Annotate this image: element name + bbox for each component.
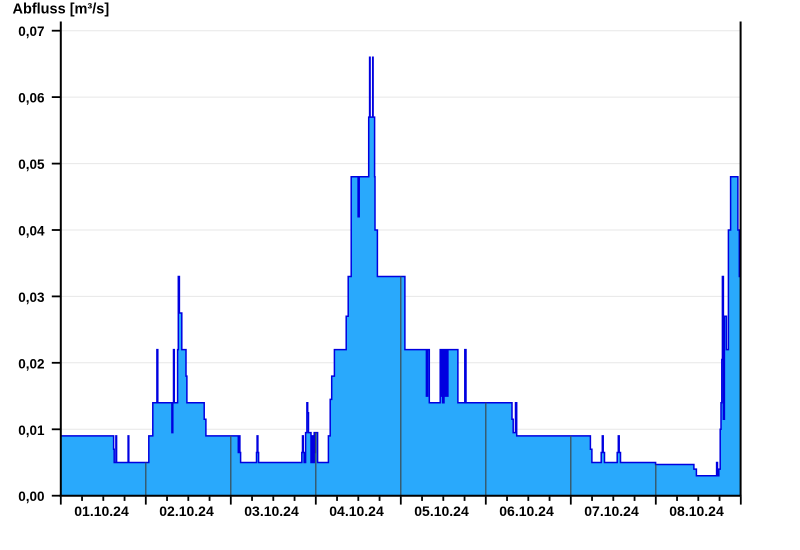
svg-text:04.10.24: 04.10.24: [329, 503, 384, 519]
svg-text:02.10.24: 02.10.24: [159, 503, 214, 519]
svg-text:0,00: 0,00: [18, 489, 44, 504]
svg-text:0,05: 0,05: [18, 157, 45, 172]
svg-text:Abfluss [m³/s]: Abfluss [m³/s]: [13, 2, 110, 18]
svg-text:03.10.24: 03.10.24: [244, 503, 299, 519]
svg-text:0,03: 0,03: [18, 290, 45, 305]
svg-text:07.10.24: 07.10.24: [584, 503, 639, 519]
svg-text:0,01: 0,01: [18, 423, 45, 438]
svg-text:05.10.24: 05.10.24: [414, 503, 469, 519]
svg-text:06.10.24: 06.10.24: [499, 503, 554, 519]
svg-text:0,07: 0,07: [18, 24, 44, 39]
svg-text:01.10.24: 01.10.24: [74, 503, 129, 519]
svg-text:08.10.24: 08.10.24: [669, 503, 724, 519]
svg-text:0,02: 0,02: [18, 356, 44, 371]
svg-text:0,04: 0,04: [18, 224, 45, 239]
svg-text:0,06: 0,06: [18, 91, 45, 106]
